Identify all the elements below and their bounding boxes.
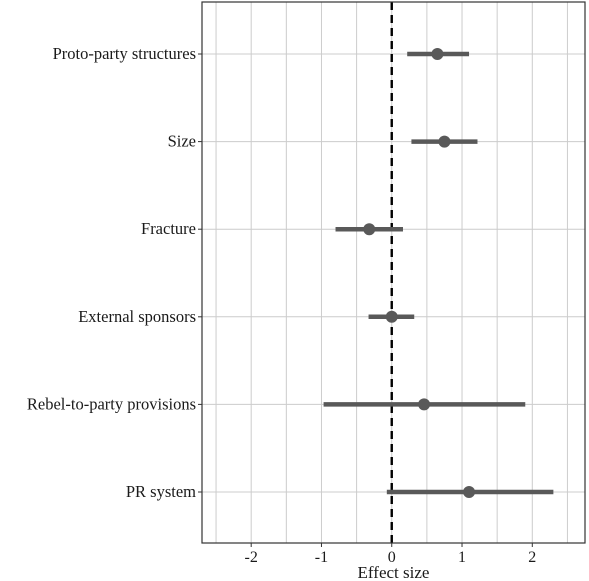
x-tick-label: -2 xyxy=(245,549,258,566)
axis-ticks xyxy=(198,53,533,547)
x-axis-title: Effect size xyxy=(358,563,430,581)
estimate-point xyxy=(431,48,444,60)
x-tick-label: 2 xyxy=(528,549,536,566)
estimate-point xyxy=(363,223,376,236)
estimate-point xyxy=(463,486,476,498)
x-tick-label: 1 xyxy=(458,549,466,566)
estimate-point xyxy=(438,135,451,148)
plot-frame xyxy=(201,1,586,544)
y-category-label: Fracture xyxy=(141,219,196,238)
y-category-label: PR system xyxy=(126,482,196,501)
estimate-point xyxy=(418,398,431,411)
estimate-point xyxy=(385,310,398,323)
x-tick-label: -1 xyxy=(315,549,328,566)
axis-labels: -2 -1 0 1 2 Proto-party structures Size Fractur… xyxy=(27,44,536,566)
y-category-label: Rebel-to-party provisions xyxy=(27,394,196,413)
grid-lines xyxy=(202,2,585,543)
estimate-marks xyxy=(323,48,554,498)
y-category-label: Proto-party structures xyxy=(53,44,196,63)
y-category-label: Size xyxy=(168,132,196,151)
y-category-label: External sponsors xyxy=(78,307,196,326)
x-tick-label: 0 xyxy=(388,549,396,566)
